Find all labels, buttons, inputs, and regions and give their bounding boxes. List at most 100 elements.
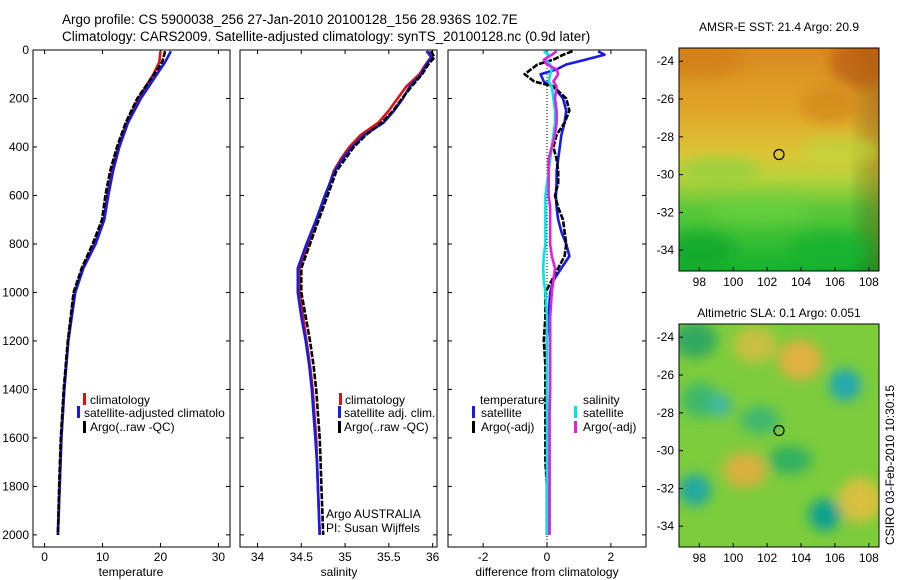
salinity-legend: climatology satellite adj. clim. Argo(..… (338, 393, 435, 434)
map-ytick-label: -24 (657, 330, 675, 344)
xtick-label: 36 (426, 550, 440, 564)
difference-xlabel: difference from climatology (475, 565, 618, 579)
sst-warm-patch (679, 48, 745, 78)
legend-swatch-sal-satellite (574, 406, 577, 418)
difference-legend: temperature salinity satellite Argo(-adj… (472, 393, 636, 434)
legend-label-sal-satellite: satellite (583, 406, 624, 420)
map-xtick-label: 108 (859, 275, 879, 289)
ytick-label: 1600 (2, 431, 29, 445)
argo-location-marker (773, 424, 785, 437)
xtick-label: 35.5 (377, 550, 401, 564)
sla-low-patch (679, 474, 711, 506)
map-ytick-label: -32 (657, 205, 675, 219)
sla-low-patch (768, 446, 812, 474)
map-xtick-label: 104 (791, 275, 811, 289)
xtick-label: 34.5 (290, 550, 314, 564)
sst-cold-patch (679, 232, 735, 268)
series-line-temperature-argo-adj- (523, 50, 573, 535)
map-xtick-label: 100 (723, 275, 743, 289)
legend-swatch-argo (83, 421, 86, 433)
salinity-axes (239, 49, 438, 548)
legend-swatch-climatology (339, 393, 342, 405)
legend-label-temp-argo: Argo(-adj) (481, 420, 534, 434)
xtick-label: 30 (212, 550, 226, 564)
legend-swatch-temp-argo (472, 421, 475, 433)
sst-yticks: -24 -26 -28 -30 -32 -34 (657, 54, 683, 257)
sla-low-patch (679, 324, 717, 358)
map-xtick-label: 104 (791, 551, 811, 565)
sst-cool-patch (710, 196, 810, 224)
sst-map-title: AMSR-E SST: 21.4 Argo: 20.9 (699, 20, 859, 34)
timestamp-label: CSIRO 03-Feb-2010 10:30:15 (883, 385, 897, 545)
sla-map-title: Altimetric SLA: 0.1 Argo: 0.051 (697, 306, 861, 320)
legend-label-argo: Argo(..raw -QC) (344, 420, 429, 434)
map-ytick-label: -30 (657, 168, 675, 182)
argo-location-marker (773, 148, 785, 161)
legend-label-climatology: climatology (90, 393, 150, 407)
temperature-xlabel: temperature (99, 565, 164, 579)
difference-panel: -2 0 2 difference from climatology tempera… (447, 49, 647, 579)
float-annotation: Argo AUSTRALIA PI: Susan Wijffels (326, 507, 421, 535)
sla-high-patch (733, 327, 777, 363)
salinity-xlabel: salinity (321, 565, 358, 579)
temperature-yticks: 0 200 400 600 800 1000 1200 1400 1600 1800 2000 (2, 43, 230, 542)
temperature-legend: climatology satellite-adjusted climatolo… (77, 393, 225, 434)
ytick-label: 200 (9, 91, 29, 105)
series-line-argo-raw-qc- (56, 50, 167, 535)
legend-label-satellite: satellite-adjusted climatolo (84, 406, 225, 420)
legend-swatch-temp-satellite (472, 406, 475, 418)
series-line-salinity-satellite (541, 50, 557, 535)
legend-swatch-sal-argo (574, 421, 577, 433)
map-xtick-label: 98 (693, 275, 707, 289)
sst-texture (679, 48, 879, 268)
map-xtick-label: 100 (723, 551, 743, 565)
sst-xticks: 98 100 102 104 106 108 (693, 267, 879, 289)
sla-texture (679, 324, 879, 531)
temperature-panel: 0 200 400 600 800 1000 1200 1400 1600 1800 2000 0 1… (2, 43, 231, 579)
sst-map-panel: AMSR-E SST: 21.4 Argo: 20.9 -24 -26 -28 -30… (657, 20, 880, 289)
xtick-label: 10 (96, 550, 110, 564)
sla-map-panel: Altimetric SLA: 0.1 Argo: 0.051 -24 -26 -2… (657, 306, 880, 565)
figure-title-line1: Argo profile: CS 5900038_256 27-Jan-2010… (62, 12, 518, 27)
sla-high-patch (838, 478, 879, 522)
figure-title-line2: Climatology: CARS2009. Satellite-adjuste… (62, 29, 590, 44)
map-ytick-label: -24 (657, 54, 675, 68)
ytick-label: 1400 (2, 382, 29, 396)
legend-label-climatology: climatology (345, 393, 405, 407)
series-line-satellite-adjusted-climatology (56, 50, 173, 535)
xtick-label: 34 (251, 550, 265, 564)
legend-label-satellite: satellite adj. clim. (344, 406, 435, 420)
salinity-panel: 34 34.5 35 35.5 36 salinity climatology sate… (239, 49, 440, 579)
xtick-label: -2 (478, 550, 489, 564)
sst-map-image (679, 48, 879, 271)
ytick-label: 2000 (2, 528, 29, 542)
sla-high-patch (778, 340, 822, 380)
salinity-lines (296, 50, 436, 535)
ytick-label: 800 (9, 237, 29, 251)
sla-xticks: 98 100 102 104 106 108 (693, 543, 879, 565)
ytick-label: 1000 (2, 285, 29, 299)
xtick-label: 0 (544, 550, 551, 564)
legend-heading-temperature: temperature (480, 393, 545, 407)
sla-high-patch (723, 452, 767, 488)
map-ytick-label: -34 (657, 243, 675, 257)
map-xtick-label: 98 (693, 551, 707, 565)
sla-map-frame (678, 323, 880, 548)
legend-label-argo: Argo(..raw -QC) (90, 420, 175, 434)
sla-low-patch (809, 499, 841, 531)
salinity-xticks: 34 34.5 35 35.5 36 (251, 50, 440, 564)
map-ytick-label: -26 (657, 368, 675, 382)
map-ytick-label: -28 (657, 406, 675, 420)
legend-swatch-satellite (77, 406, 80, 418)
map-xtick-label: 102 (757, 275, 777, 289)
xtick-label: 35 (338, 550, 352, 564)
temperature-axes (32, 49, 231, 548)
sst-map-frame (678, 47, 880, 272)
series-line-salinity-argo-adj- (542, 50, 560, 535)
xtick-label: 2 (608, 550, 615, 564)
legend-label-temp-satellite: satellite (481, 406, 522, 420)
ytick-label: 1800 (2, 479, 29, 493)
map-ytick-label: -32 (657, 481, 675, 495)
float-pi: PI: Susan Wijffels (326, 521, 420, 535)
ytick-label: 400 (9, 140, 29, 154)
